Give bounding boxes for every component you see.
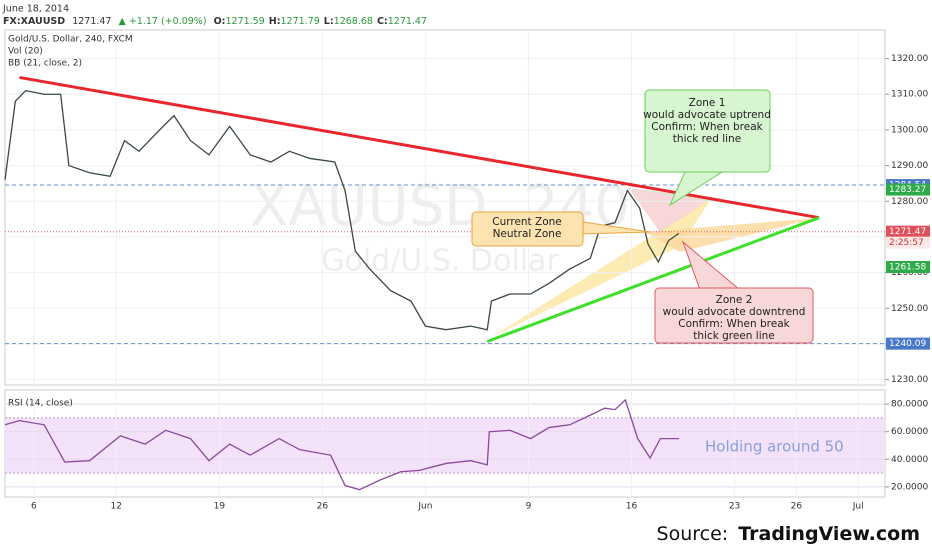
symbol-line: FX:XAUUSD 1271.47 ▲ +1.17 (+0.09%) O:127… [3,16,427,27]
date: June 18, 2014 [2,4,69,15]
legend: BB (21, close, 2) [8,59,82,69]
y-tick-label: 1260.00 [891,268,928,278]
annotation-text: Current Zone [492,216,562,228]
price-label: 1271.47 [889,227,926,237]
trendline [486,216,820,343]
y-tick-label: 40.0000 [891,455,928,465]
zone-2-area [628,188,712,232]
ohlc: O:1271.59 H:1271.79 L:1268.68 C:1271.47 [214,16,427,27]
price-label-bg [886,183,930,196]
annotation-text: Confirm: When break [678,318,790,330]
legend: Vol (20) [8,47,43,57]
price-label-bg [886,225,930,238]
zone-current [645,218,818,252]
rsi-title: RSI (14, close) [8,399,73,409]
change: +1.17 (+0.09%) [129,16,207,27]
ohlc-label: C: [377,16,388,27]
source: Source: TradingView.com [657,523,920,545]
y-tick-label: 1300.00 [891,125,928,135]
y-tick-label: 60.0000 [891,427,928,437]
ohlc-value: 1271.79 [281,16,320,27]
price-line [4,398,679,491]
zone-2-box [654,287,814,344]
y-tick-label: 80.0000 [891,400,928,410]
y-tick-label: 1250.00 [891,304,928,314]
y-tick-label: 20.0000 [891,482,928,492]
annotation-text: thick red line [673,133,741,145]
y-tick-label: 1320.00 [891,54,928,64]
symbol: FX:XAUUSD [3,16,65,27]
countdown: 2:25:57 [889,238,924,248]
ohlc-value: 1268.68 [334,16,373,27]
price-label-bg [886,337,930,350]
watermark: Gold/U.S. Dollar [321,244,559,279]
source-prefix: Source: [657,523,729,545]
price-label: 1283.27 [889,185,926,195]
x-tick-label: 9 [526,502,532,512]
annotation-text: would advocate uptrend [643,109,771,121]
annotation-text: Zone 1 [689,97,726,109]
y-tick-label: 1280.00 [891,197,928,207]
last: 1271.47 [72,16,111,27]
x-tick-label: 26 [791,502,803,512]
ohlc-label: O: [214,16,226,27]
x-tick-label: 19 [214,502,226,512]
annotation-text: Zone 2 [716,294,753,306]
x-tick-label: 6 [31,502,37,512]
price-label: 1240.09 [889,339,926,349]
price-label-bg [886,260,930,273]
y-tick-label: 1290.00 [891,161,928,171]
current-zone-box [471,211,584,247]
x-tick-label: 26 [317,502,329,512]
x-tick-label: 23 [729,502,740,512]
source-name: TradingView.com [738,523,920,545]
x-tick-label: Jun [417,502,432,512]
ohlc-value: 1271.59 [225,16,264,27]
ohlc-label: L: [324,16,334,27]
x-tick-label: 12 [111,502,122,512]
annotation-text: Confirm: When break [651,121,763,133]
y-tick-label: 1230.00 [891,375,928,385]
annotation-text: would advocate downtrend [663,306,806,318]
ohlc-label: H: [269,16,281,27]
x-tick-label: Jul [852,502,864,512]
price-panel [4,29,886,386]
price-label: 1261.58 [889,262,926,272]
countdown-bg [886,236,930,249]
change-arrow: ▲ [119,16,127,27]
zone-1-box [644,89,771,173]
annotation-text: Neutral Zone [493,228,562,240]
y-tick-label: 1310.00 [891,90,928,100]
ohlc-value: 1271.47 [388,16,427,27]
rsi-annotation: Holding around 50 [705,438,844,456]
x-tick-label: 16 [626,502,638,512]
legend: Gold/U.S. Dollar, 240, FXCM [8,35,133,45]
annotation-text: thick green line [693,330,775,342]
